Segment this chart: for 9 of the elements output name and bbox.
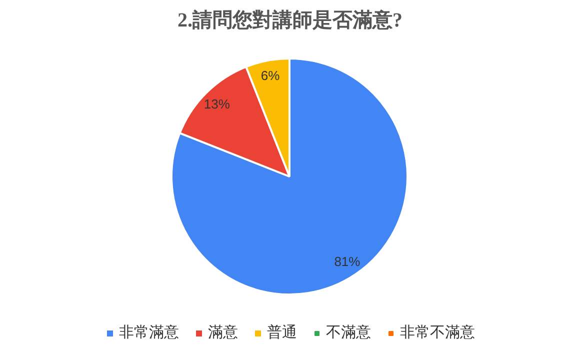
legend-label: 滿意 bbox=[208, 323, 238, 342]
legend-label: 不滿意 bbox=[326, 323, 371, 342]
data-label: 6% bbox=[260, 68, 280, 84]
legend-label: 非常不滿意 bbox=[400, 323, 475, 342]
data-label: 13% bbox=[204, 96, 230, 112]
chart-title: 2.請問您對講師是否滿意? bbox=[178, 8, 402, 32]
legend-label: 非常滿意 bbox=[119, 323, 179, 342]
data-label: 81% bbox=[334, 254, 361, 269]
legend-label: 普通 bbox=[267, 323, 297, 342]
